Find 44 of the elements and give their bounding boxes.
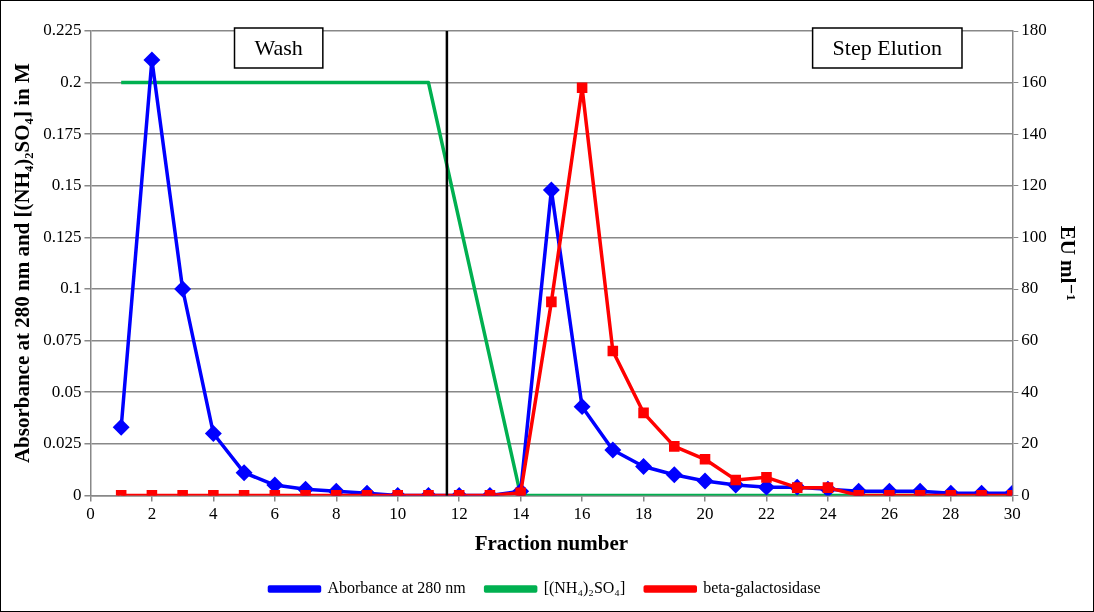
y-tick-label: 0.1 (60, 278, 82, 298)
x-tick-label: 12 (450, 504, 468, 524)
legend-label: [(NH₄)₂SO₄] (543, 579, 626, 598)
y2-tick-label: 120 (1021, 175, 1047, 195)
x-tick-label: 14 (512, 504, 530, 524)
x-tick-label: 0 (86, 504, 95, 524)
y-tick-label: 0.075 (43, 330, 82, 350)
x-tick-label: 10 (389, 504, 407, 524)
y2-tick-label: 80 (1021, 278, 1039, 298)
legend-label: Aborbance at 280 nm (327, 579, 467, 597)
y-tick-label: 0.2 (60, 72, 82, 92)
x-tick-label: 20 (696, 504, 714, 524)
x-axis-title: Fraction number (474, 530, 629, 555)
x-tick-label: 26 (880, 504, 898, 524)
x-tick-label: 6 (270, 504, 280, 524)
y2-tick-label: 100 (1021, 226, 1047, 246)
annotation: Wash (254, 34, 303, 60)
y-tick-label: 0.125 (43, 226, 82, 246)
y-tick-label: 0.15 (51, 175, 82, 195)
y2-tick-label: 180 (1021, 20, 1047, 40)
x-tick-label: 16 (573, 504, 591, 524)
x-tick-label: 4 (209, 504, 219, 524)
y-axis-title: Absorbance at 280 nm and [(NH₄)₂SO₄] in M (10, 63, 35, 464)
y2-tick-label: 60 (1021, 330, 1039, 350)
y-tick-label: 0 (72, 484, 82, 504)
x-tick-label: 28 (942, 504, 960, 524)
y-tick-label: 0.225 (43, 20, 82, 40)
y2-tick-label: 160 (1021, 72, 1047, 92)
y2-tick-label: 140 (1021, 123, 1047, 143)
x-tick-label: 24 (819, 504, 837, 524)
y2-tick-label: 0 (1021, 484, 1030, 504)
x-tick-label: 8 (332, 504, 341, 524)
x-tick-label: 22 (757, 504, 775, 524)
y-tick-label: 0.025 (43, 433, 82, 453)
y2-axis-title: EU ml⁻¹ (1055, 225, 1080, 301)
x-tick-label: 2 (147, 504, 157, 524)
y-tick-label: 0.05 (51, 381, 82, 401)
annotation: Step Elution (832, 34, 942, 60)
legend-label: beta-galactosidase (703, 579, 821, 598)
y2-tick-label: 20 (1021, 433, 1039, 453)
y2-tick-label: 40 (1021, 381, 1039, 401)
x-tick-label: 18 (635, 504, 653, 524)
y-tick-label: 0.175 (43, 123, 82, 143)
x-tick-label: 30 (1003, 504, 1021, 524)
